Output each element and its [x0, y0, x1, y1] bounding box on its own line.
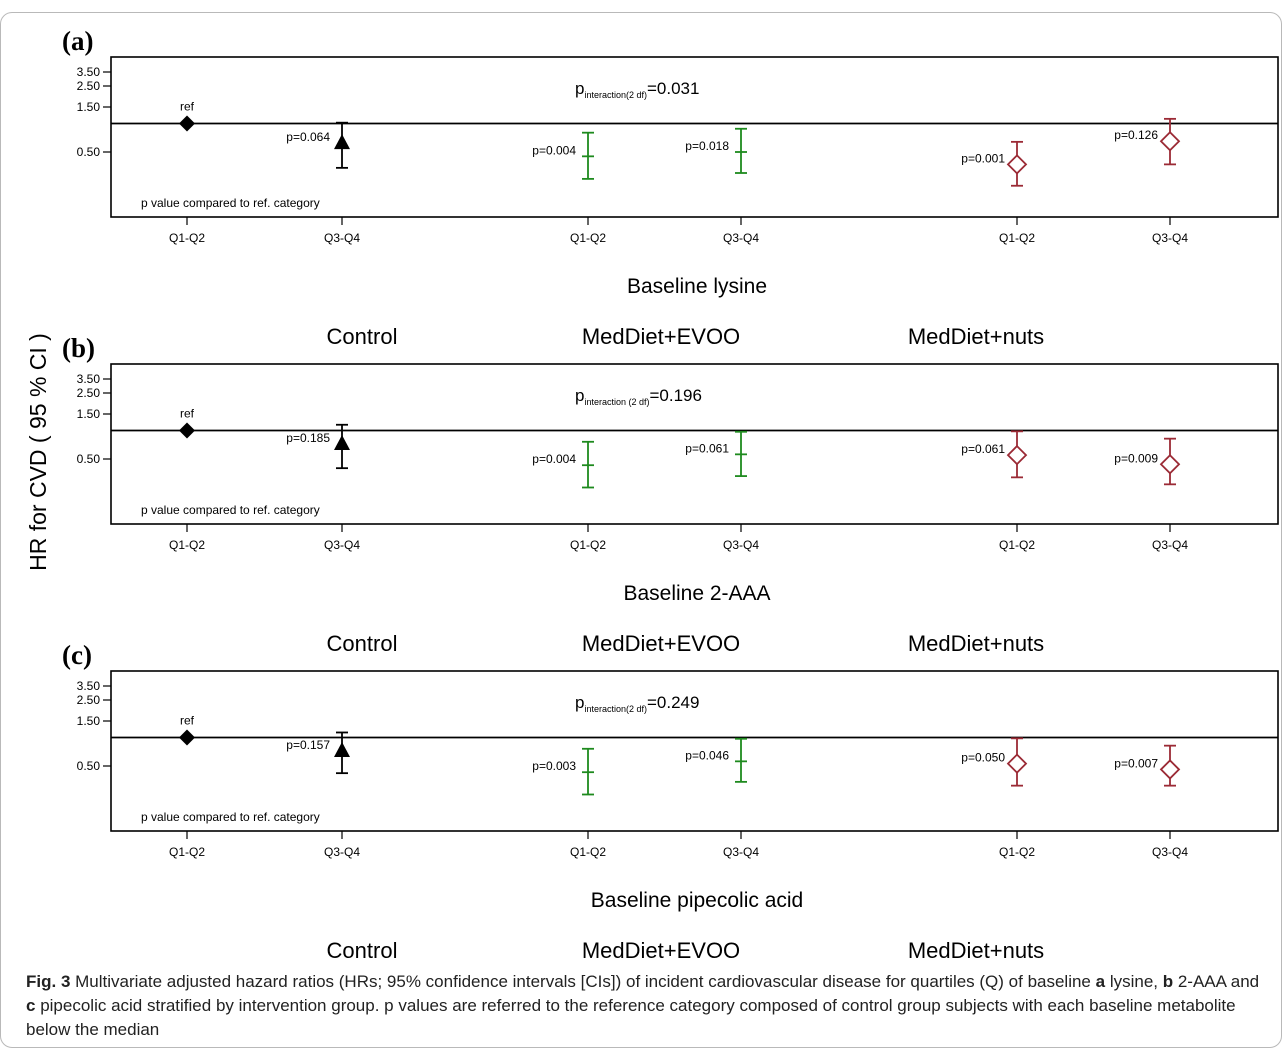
point-label: p=0.046 [685, 748, 729, 762]
caption-text-4: pipecolic acid stratified by interventio… [26, 996, 1236, 1039]
point-label: p=0.064 [286, 130, 330, 144]
y-tick-label: 2.50 [77, 693, 101, 707]
point-label: p=0.185 [286, 431, 330, 445]
caption-text-3: 2-AAA and [1173, 972, 1260, 991]
plot-box [110, 670, 1279, 832]
x-tick-label: Q1-Q2 [999, 231, 1035, 245]
point-marker [1006, 444, 1028, 466]
x-tick-label: Q3-Q4 [723, 845, 759, 859]
point-marker [334, 435, 350, 451]
y-tick-label: 1.50 [77, 100, 101, 114]
y-tick-label: 2.50 [77, 79, 101, 93]
group-label: Control [327, 324, 398, 349]
panel-letter: (a) [62, 26, 93, 56]
y-tick-label: 1.50 [77, 714, 101, 728]
point-label: p=0.003 [532, 759, 576, 773]
y-tick-label: 3.50 [77, 372, 101, 386]
point-marker [1006, 753, 1028, 774]
point-marker [1159, 759, 1181, 780]
x-tick-label: Q1-Q2 [999, 538, 1035, 552]
x-tick-label: Q3-Q4 [723, 538, 759, 552]
x-tick-label: Q3-Q4 [1152, 845, 1188, 859]
forest-plot-chart: HR for CVD ( 95 % CI )(a)3.502.501.500.5… [25, 26, 1279, 960]
point-marker [179, 115, 195, 132]
point-label: ref [180, 714, 195, 728]
plot-box [110, 56, 1279, 218]
caption-letter-b: b [1162, 972, 1174, 991]
point-marker [1006, 154, 1028, 175]
x-axis-label: Baseline 2-AAA [623, 582, 770, 605]
x-tick-label: Q3-Q4 [324, 231, 360, 245]
point-label: p=0.018 [685, 139, 729, 153]
group-label: MedDiet+nuts [908, 938, 1044, 960]
x-tick-label: Q3-Q4 [324, 845, 360, 859]
x-axis-label: Baseline lysine [627, 275, 767, 298]
point-label: p=0.009 [1114, 451, 1158, 465]
point-label: p=0.001 [961, 151, 1005, 165]
p-interaction-label: pinteraction (2 df)=0.196 [575, 386, 702, 407]
p-value-note: p value compared to ref. category [141, 196, 320, 210]
caption-fig-label: Fig. 3 [26, 972, 71, 991]
x-tick-label: Q1-Q2 [570, 231, 606, 245]
x-tick-label: Q1-Q2 [169, 845, 205, 859]
group-label: MedDiet+nuts [908, 631, 1044, 656]
point-marker [179, 422, 195, 439]
point-label: p=0.007 [1114, 756, 1158, 770]
x-tick-label: Q1-Q2 [169, 231, 205, 245]
group-label: MedDiet+nuts [908, 324, 1044, 349]
y-tick-label: 2.50 [77, 386, 101, 400]
caption-text-2: lysine, [1105, 972, 1163, 991]
p-value-note: p value compared to ref. category [141, 503, 320, 517]
point-label: ref [180, 100, 195, 114]
x-tick-label: Q3-Q4 [1152, 231, 1188, 245]
y-tick-label: 1.50 [77, 407, 101, 421]
x-tick-label: Q1-Q2 [570, 845, 606, 859]
y-tick-label: 3.50 [77, 679, 101, 693]
panel-letter: (b) [62, 333, 95, 363]
point-label: p=0.004 [532, 143, 576, 157]
group-label: MedDiet+EVOO [582, 631, 740, 656]
x-tick-label: Q3-Q4 [324, 538, 360, 552]
p-value-note: p value compared to ref. category [141, 810, 320, 824]
p-interaction-label: pinteraction(2 df)=0.031 [575, 79, 699, 100]
point-marker [334, 134, 350, 150]
group-label: MedDiet+EVOO [582, 324, 740, 349]
group-label: MedDiet+EVOO [582, 938, 740, 960]
point-marker [179, 729, 195, 746]
point-marker [334, 742, 350, 758]
plot-box [110, 363, 1279, 525]
y-tick-label: 0.50 [77, 145, 101, 159]
caption-letter-a: a [1095, 972, 1106, 991]
point-label: p=0.157 [286, 738, 330, 752]
point-label: p=0.126 [1114, 128, 1158, 142]
group-label: Control [327, 631, 398, 656]
y-tick-label: 3.50 [77, 65, 101, 79]
point-marker [1159, 453, 1181, 475]
panel-letter: (c) [62, 640, 92, 670]
point-label: p=0.061 [961, 442, 1005, 456]
x-tick-label: Q1-Q2 [169, 538, 205, 552]
p-interaction-label: pinteraction(2 df)=0.249 [575, 693, 699, 714]
point-label: p=0.050 [961, 751, 1005, 765]
point-label: ref [180, 407, 195, 421]
caption-text-1: Multivariate adjusted hazard ratios (HRs… [75, 972, 1096, 991]
point-label: p=0.004 [532, 452, 576, 466]
figure-frame [0, 12, 1282, 1048]
y-tick-label: 0.50 [77, 759, 101, 773]
point-label: p=0.061 [685, 441, 729, 455]
y-tick-label: 0.50 [77, 452, 101, 466]
group-label: Control [327, 938, 398, 960]
point-marker [1159, 130, 1181, 152]
x-axis-label: Baseline pipecolic acid [591, 889, 803, 912]
x-tick-label: Q3-Q4 [1152, 538, 1188, 552]
x-tick-label: Q3-Q4 [723, 231, 759, 245]
y-axis-label: HR for CVD ( 95 % CI ) [25, 333, 51, 571]
x-tick-label: Q1-Q2 [570, 538, 606, 552]
x-tick-label: Q1-Q2 [999, 845, 1035, 859]
figure-caption: Fig. 3 Multivariate adjusted hazard rati… [26, 970, 1262, 1042]
caption-letter-c: c [26, 996, 36, 1015]
